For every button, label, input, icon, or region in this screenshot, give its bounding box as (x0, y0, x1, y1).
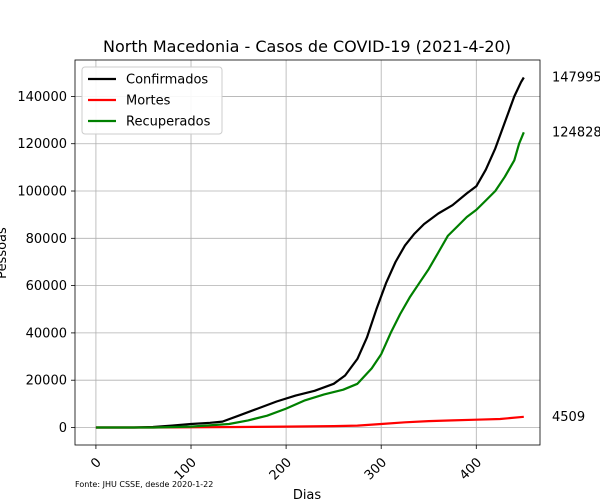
grid-lines (75, 60, 540, 445)
legend-box (81, 66, 223, 135)
legend: Confirmados Mortes Recuperados (81, 66, 223, 135)
series-lines (95, 76, 525, 429)
end-value-labels: 147995 4509 124828 (552, 71, 600, 425)
series-line-mortes (95, 415, 524, 429)
y-tick-label: 140000 (17, 90, 67, 105)
y-tick-label: 80000 (26, 232, 67, 247)
plot-frame (74, 59, 541, 446)
legend-label-confirmados: Confirmados (126, 73, 208, 88)
end-label-recuperados: 124828 (552, 125, 600, 140)
y-tick-label: 60000 (26, 279, 67, 294)
y-axis-label: Pessoas (0, 227, 10, 279)
y-tick-label: 40000 (26, 326, 67, 341)
chart-title: North Macedonia - Casos de COVID-19 (202… (103, 37, 511, 56)
end-label-confirmados: 147995 (552, 71, 600, 86)
legend-label-recuperados: Recuperados (126, 115, 211, 130)
end-label-mortes: 4509 (552, 410, 585, 425)
y-tick-label: 100000 (17, 185, 67, 200)
y-tick-label: 20000 (26, 374, 67, 389)
x-axis-label: Dias (293, 488, 322, 500)
series-line-recuperados (95, 131, 525, 429)
legend-label-mortes: Mortes (126, 94, 171, 109)
y-axis-ticks: 0 20000 40000 60000 80000 100000 120000 140000 (17, 90, 75, 436)
y-tick-label: 120000 (17, 137, 67, 152)
source-note: Fonte: JHU CSSE, desde 2020-1-22 (75, 480, 213, 489)
series-line-confirmados (95, 76, 525, 429)
y-tick-label: 0 (59, 421, 67, 436)
